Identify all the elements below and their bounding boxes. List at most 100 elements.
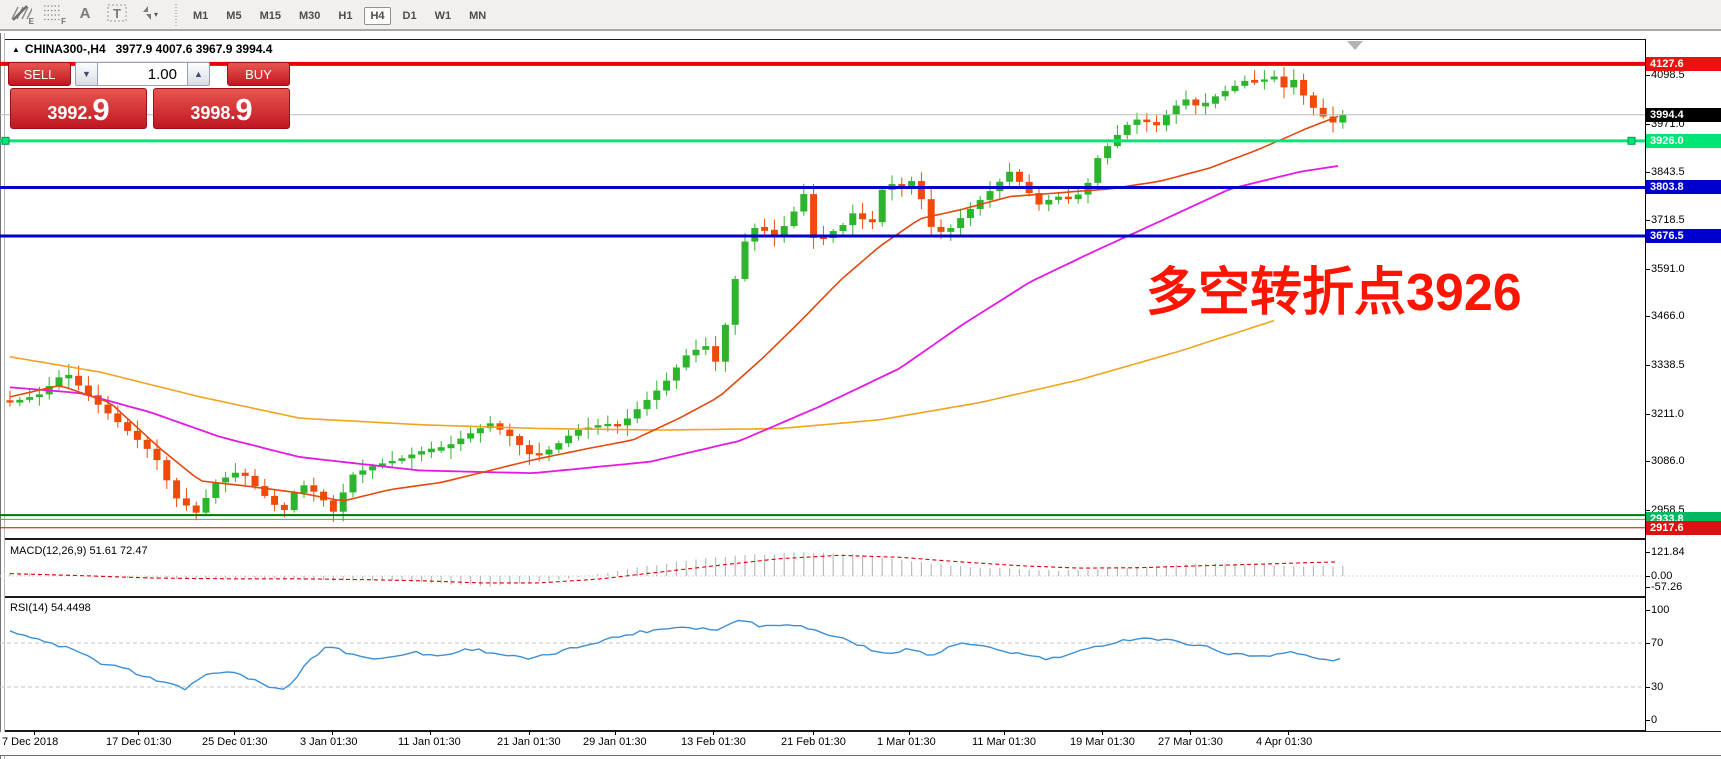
candle-body — [408, 454, 416, 459]
candle-body — [65, 374, 73, 379]
main-macd-splitter[interactable] — [0, 538, 1721, 540]
main-price-chart[interactable] — [0, 40, 1645, 538]
time-label: 4 Apr 01:30 — [1256, 736, 1313, 748]
timeframe-button-m1[interactable]: M1 — [193, 9, 209, 22]
price-badge: 3994.4 — [1646, 108, 1721, 122]
candle-body — [388, 460, 396, 464]
candle-body — [1104, 146, 1112, 159]
price-tick-label: 3466.0 — [1651, 310, 1685, 322]
macd-label: MACD(12,26,9) 51.61 72.47 — [10, 545, 148, 557]
buy-button[interactable]: BUY — [227, 62, 290, 86]
macd-indicator-pane[interactable] — [0, 541, 1645, 596]
timeframe-button-m30[interactable]: M30 — [298, 9, 321, 22]
candle-body — [878, 189, 886, 223]
macd-tick-label: 121.84 — [1651, 546, 1685, 558]
candle-body — [1329, 116, 1337, 123]
price-badge: 3676.5 — [1646, 229, 1721, 243]
timeframe-button-m5[interactable]: M5 — [226, 9, 242, 22]
candle-body — [868, 219, 876, 223]
volume-decrease-button[interactable]: ▼ — [75, 62, 98, 86]
time-label: 27 Mar 01:30 — [1158, 736, 1223, 748]
candle-body — [859, 213, 867, 220]
chart-text-annotation: 多空转折点3926 — [1146, 264, 1522, 322]
collapse-panel-icon[interactable]: ▲ — [12, 45, 20, 54]
time-tick — [529, 731, 530, 735]
candle-body — [280, 504, 288, 511]
candle-body — [1290, 79, 1298, 88]
candle-body — [163, 460, 171, 481]
cursor-arrows-dropdown-icon[interactable]: ▾ — [136, 1, 162, 25]
volume-input[interactable] — [98, 62, 187, 86]
grid-pattern-icon[interactable]: F — [40, 1, 66, 26]
pivot-line-3926-handle[interactable] — [1627, 136, 1636, 145]
volume-increase-button[interactable]: ▲ — [187, 62, 210, 86]
candle-body — [1172, 105, 1180, 115]
candle-body — [721, 324, 729, 362]
rsi-tick-label: 100 — [1651, 604, 1670, 616]
candle-body — [1094, 158, 1102, 183]
timeframe-button-d1[interactable]: D1 — [402, 9, 417, 22]
candle-body — [153, 448, 161, 461]
candle-body — [643, 399, 651, 410]
bid-price-button[interactable]: 3992. 9 — [10, 88, 147, 129]
time-label: 3 Jan 01:30 — [300, 736, 358, 748]
axis-tick — [1646, 220, 1650, 221]
timeframe-button-h1[interactable]: H1 — [338, 9, 353, 22]
candle-body — [898, 184, 906, 188]
price-tick-label: 4098.5 — [1651, 69, 1685, 81]
candle-body — [1231, 85, 1239, 92]
candle-body — [437, 447, 445, 451]
pivot-line-3926-handle[interactable] — [1, 136, 10, 145]
price-tick-label: 3718.5 — [1651, 214, 1685, 226]
time-tick — [1288, 731, 1289, 735]
price-badge: 3926.0 — [1646, 134, 1721, 148]
candle-body — [1202, 102, 1210, 107]
candle-body — [1035, 193, 1043, 205]
text-box-icon[interactable]: T — [104, 1, 130, 25]
candle-body — [447, 444, 455, 449]
chart-edit-icon[interactable]: E — [8, 1, 34, 26]
candle-body — [702, 346, 710, 350]
ask-price-button[interactable]: 3998. 9 — [153, 88, 290, 129]
candle-body — [937, 226, 945, 232]
rsi-indicator-pane[interactable] — [0, 598, 1645, 730]
macd-rsi-splitter[interactable] — [0, 596, 1721, 598]
candle-body — [604, 424, 612, 427]
axis-tick — [1646, 172, 1650, 173]
candle-body — [565, 435, 573, 444]
candle-body — [1270, 76, 1278, 80]
time-axis[interactable]: 7 Dec 2018 17 Dec 01:30 25 Dec 01:30 3 Jan … — [0, 731, 1721, 756]
axis-tick — [1646, 124, 1650, 125]
time-tick — [713, 731, 714, 735]
timeframe-button-m15[interactable]: M15 — [259, 9, 281, 22]
candle-body — [947, 228, 955, 232]
candle-body — [427, 448, 435, 453]
candle-body — [839, 225, 847, 232]
candle-body — [506, 429, 514, 437]
timeframe-button-mn[interactable]: MN — [469, 9, 487, 22]
candle-body — [1133, 119, 1141, 125]
time-tick — [1102, 731, 1103, 735]
chart-shift-marker-icon[interactable] — [1347, 41, 1363, 50]
candle-body — [810, 194, 818, 238]
timeframe-button-h4[interactable]: H4 — [364, 6, 391, 25]
fast-ma-line — [9, 115, 1339, 502]
price-axis[interactable]: 4098.5 3971.0 3843.5 3718.5 3591.0 3466.0 3338… — [1645, 39, 1721, 731]
candle-body — [300, 485, 308, 493]
text-label-icon[interactable]: A — [72, 1, 98, 25]
timeframe-button-w1[interactable]: W1 — [434, 9, 452, 22]
candle-body — [908, 181, 916, 188]
candle-body — [1339, 114, 1347, 123]
time-tick — [813, 731, 814, 735]
candle-body — [84, 385, 92, 396]
axis-tick — [1646, 643, 1650, 644]
candle-body — [1251, 79, 1259, 83]
chart-top-border — [0, 39, 1721, 40]
candle-body — [339, 492, 347, 512]
candle-body — [241, 472, 249, 476]
time-tick — [1190, 731, 1191, 735]
sell-button[interactable]: SELL — [8, 62, 71, 86]
time-label: 19 Mar 01:30 — [1070, 736, 1135, 748]
axis-tick — [1646, 365, 1650, 366]
candle-body — [222, 477, 230, 483]
